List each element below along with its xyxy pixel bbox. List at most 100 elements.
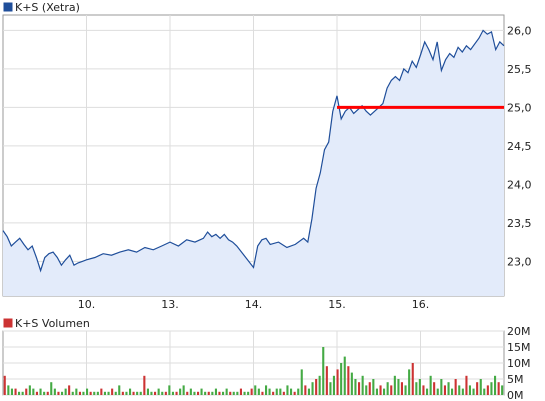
volume-bar bbox=[397, 379, 400, 395]
volume-bar bbox=[261, 391, 264, 395]
price-legend-marker bbox=[3, 2, 13, 12]
volume-bar bbox=[118, 385, 121, 395]
volume-bar bbox=[78, 391, 81, 395]
volume-bar bbox=[472, 388, 475, 395]
price-y-tick-label: 25,5 bbox=[507, 63, 532, 76]
volume-y-tick-label: 10M bbox=[507, 357, 531, 370]
volume-bar bbox=[408, 369, 411, 395]
volume-bar bbox=[318, 375, 321, 395]
volume-bar bbox=[354, 379, 357, 395]
price-y-tick-label: 23,0 bbox=[507, 255, 532, 268]
volume-bar bbox=[132, 391, 135, 395]
volume-bar bbox=[175, 391, 178, 395]
volume-bar bbox=[393, 375, 396, 395]
volume-bar bbox=[350, 372, 353, 395]
volume-bar bbox=[307, 388, 310, 395]
volume-bar bbox=[386, 382, 389, 395]
volume-bar bbox=[497, 382, 500, 395]
volume-y-tick-label: 15M bbox=[507, 341, 531, 354]
volume-bar bbox=[315, 379, 318, 395]
volume-bar bbox=[171, 391, 174, 395]
volume-bar bbox=[222, 391, 225, 395]
volume-bar bbox=[214, 388, 217, 395]
volume-bar bbox=[275, 388, 278, 395]
volume-bar bbox=[336, 369, 339, 395]
volume-bar bbox=[179, 388, 182, 395]
volume-bar bbox=[311, 382, 314, 395]
volume-bar bbox=[400, 382, 403, 395]
volume-bar bbox=[197, 391, 200, 395]
volume-bar bbox=[53, 388, 56, 395]
volume-bar bbox=[440, 379, 443, 395]
volume-bar bbox=[211, 391, 214, 395]
volume-bar bbox=[71, 391, 74, 395]
volume-bar bbox=[239, 388, 242, 395]
volume-bar bbox=[96, 391, 99, 395]
volume-bar bbox=[390, 385, 393, 395]
volume-bar bbox=[268, 388, 271, 395]
volume-bar bbox=[75, 388, 78, 395]
volume-bar bbox=[139, 391, 142, 395]
volume-bar bbox=[107, 391, 110, 395]
volume-bar bbox=[154, 391, 157, 395]
volume-bar bbox=[186, 391, 189, 395]
volume-legend-label: K+S Volumen bbox=[15, 317, 90, 330]
volume-bar bbox=[433, 382, 436, 395]
volume-bar bbox=[293, 391, 296, 395]
price-x-tick-label: 15. bbox=[328, 298, 346, 311]
volume-bar bbox=[297, 388, 300, 395]
volume-bar bbox=[164, 391, 167, 395]
volume-bar bbox=[300, 369, 303, 395]
volume-bar bbox=[21, 391, 24, 395]
volume-bar bbox=[57, 391, 60, 395]
volume-bar bbox=[404, 385, 407, 395]
volume-bar bbox=[286, 385, 289, 395]
volume-bar bbox=[329, 382, 332, 395]
volume-bar bbox=[257, 388, 260, 395]
volume-bar bbox=[143, 375, 146, 395]
volume-bar bbox=[89, 391, 92, 395]
volume-bar bbox=[229, 391, 232, 395]
volume-bar bbox=[50, 382, 53, 395]
volume-bar bbox=[125, 391, 128, 395]
volume-bar bbox=[429, 375, 432, 395]
volume-bar bbox=[415, 382, 418, 395]
volume-bar bbox=[25, 388, 28, 395]
volume-bar bbox=[68, 385, 71, 395]
volume-bar bbox=[146, 388, 149, 395]
volume-bar bbox=[114, 391, 117, 395]
volume-bar bbox=[247, 391, 250, 395]
volume-bar bbox=[447, 382, 450, 395]
volume-bar bbox=[375, 388, 378, 395]
volume-bar bbox=[443, 385, 446, 395]
volume-bar bbox=[3, 375, 6, 395]
volume-bar bbox=[411, 363, 414, 395]
price-y-tick-label: 25,0 bbox=[507, 101, 532, 114]
volume-bar bbox=[193, 391, 196, 395]
price-line bbox=[2, 29, 505, 273]
volume-y-tick-label: 20M bbox=[507, 325, 531, 338]
volume-bar bbox=[383, 388, 386, 395]
volume-bar bbox=[479, 379, 482, 395]
price-x-tick-label: 13. bbox=[161, 298, 179, 311]
volume-bar bbox=[494, 375, 497, 395]
volume-bar bbox=[272, 391, 275, 395]
volume-bar bbox=[340, 363, 343, 395]
volume-bar bbox=[379, 385, 382, 395]
volume-bar bbox=[426, 388, 429, 395]
volume-bar bbox=[325, 366, 328, 395]
volume-bar bbox=[103, 391, 106, 395]
volume-y-tick-label: 5M bbox=[507, 373, 524, 386]
price-y-tick-label: 26,0 bbox=[507, 24, 532, 37]
volume-bar bbox=[10, 388, 13, 395]
volume-bar bbox=[43, 391, 46, 395]
volume-bar bbox=[7, 385, 10, 395]
volume-bar bbox=[82, 391, 85, 395]
volume-bar bbox=[207, 391, 210, 395]
volume-bar bbox=[418, 379, 421, 395]
volume-bar bbox=[490, 382, 493, 395]
volume-bar bbox=[243, 391, 246, 395]
volume-bar bbox=[39, 388, 42, 395]
volume-bar bbox=[279, 388, 282, 395]
